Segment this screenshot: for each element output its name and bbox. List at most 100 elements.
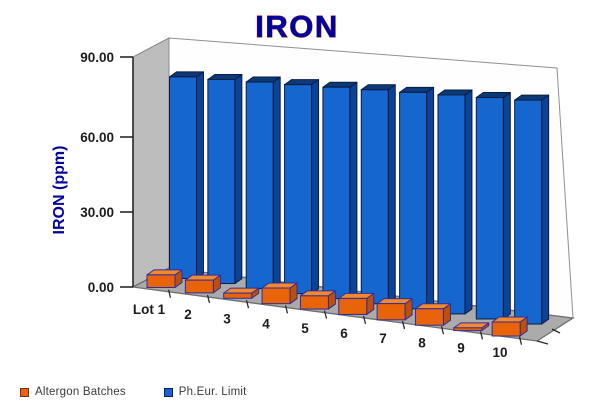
legend-swatch-orange-icon [20, 387, 29, 397]
bar-ph-eur-limit-lot-9-front-face [475, 97, 504, 320]
bar-ph-eur-limit-lot-4 [284, 79, 320, 295]
x-tick [167, 289, 172, 298]
bar-altergon-batches-lot-9-front-face [453, 327, 483, 332]
bar-altergon-batches-lot-10 [491, 316, 528, 337]
bar-altergon-batches-lot-10-front-face [491, 321, 521, 337]
x-axis-label-3: 3 [223, 312, 231, 327]
bar-ph-eur-limit-lot-10-top-face [514, 94, 550, 101]
bar-altergon-batches-lot-7-front-face [376, 303, 406, 321]
legend-item-ph-eur-limit: Ph.Eur. Limit [163, 386, 247, 398]
bar-ph-eur-limit-lot-5-front-face [322, 86, 351, 300]
x-axis-ticks [167, 289, 561, 345]
bar-ph-eur-limit-lot-4-side-face [311, 79, 320, 295]
bar-ph-eur-limit-lot-8-front-face [437, 94, 466, 315]
bar-ph-eur-limit-lot-3-top-face [245, 76, 281, 83]
x-tick [479, 331, 484, 340]
bar-ph-eur-limit-lot-7-top-face [399, 86, 435, 93]
bar-altergon-batches-lot-8-top-face [414, 303, 451, 310]
bar-ph-eur-limit-lot-2-front-face [207, 78, 236, 285]
bar-ph-eur-limit-lot-8-side-face [464, 89, 473, 315]
bar-altergon-batches-lot-10-top-face [491, 316, 528, 323]
x-tick [284, 305, 289, 314]
legend-label: Ph.Eur. Limit [178, 386, 247, 398]
bar-ph-eur-limit-lot-1 [169, 71, 204, 280]
y-axis-label: 30.00 [80, 205, 114, 220]
bar-ph-eur-limit-lot-10 [514, 94, 550, 325]
bar-ph-eur-limit-lot-3-front-face [245, 81, 274, 290]
x-axis-label-7: 7 [379, 331, 387, 346]
bar-altergon-batches-lot-6 [338, 292, 375, 315]
bar-altergon-batches-lot-1-top-face [146, 269, 183, 276]
legend-item-altergon-batches: Altergon Batches [20, 386, 126, 398]
bar-ph-eur-limit-lot-7-side-face [426, 86, 435, 310]
x-tick [206, 294, 211, 304]
bar-ph-eur-limit-lot-6-front-face [360, 89, 389, 305]
bar-altergon-batches-lot-5-front-face [299, 295, 329, 310]
bar-ph-eur-limit-lot-2-top-face [207, 73, 243, 80]
x-axis-label-4: 4 [262, 316, 270, 331]
bar-altergon-batches-lot-1 [146, 269, 183, 288]
bar-ph-eur-limit-lot-7-front-face [399, 91, 428, 310]
bar-ph-eur-limit-lot-1-side-face [196, 71, 204, 279]
x-tick [440, 326, 445, 335]
x-axis-label-5: 5 [301, 321, 309, 336]
bar-ph-eur-limit-lot-4-top-face [284, 79, 320, 86]
bar-altergon-batches-lot-4 [261, 282, 298, 305]
bar-altergon-batches-lot-6-front-face [338, 297, 368, 315]
bar-ph-eur-limit-lot-9-side-face [502, 92, 511, 320]
y-axis-label: 60.00 [80, 130, 114, 145]
bar-altergon-batches-lot-2-front-face [184, 279, 214, 294]
bar-altergon-batches-lot-2 [184, 274, 221, 294]
bar-ph-eur-limit-lot-8-top-face [437, 89, 473, 96]
bar-altergon-batches-lot-7-top-face [376, 298, 413, 305]
x-axis-labels: Lot 1 2 3 4 5 6 7 8 9 10 [133, 302, 508, 360]
x-axis-label-8: 8 [418, 336, 426, 351]
bar-altergon-batches-lot-8 [414, 303, 451, 326]
x-tick [323, 310, 328, 319]
bar-altergon-batches-lot-5 [299, 290, 336, 310]
y-axis-title: IRON (ppm) [51, 146, 68, 235]
x-axis-label-6: 6 [340, 326, 348, 341]
bar-altergon-batches-lot-9-top-face [453, 322, 490, 329]
bar-ph-eur-limit-lot-10-front-face [514, 99, 543, 325]
legend-label: Altergon Batches [35, 386, 126, 398]
legend-swatch-blue-icon [163, 387, 173, 397]
bar-ph-eur-limit-lot-3 [245, 76, 281, 290]
bar-ph-eur-limit-lot-1-top-face [169, 71, 204, 78]
y-axis-ticks [120, 56, 133, 288]
x-tick [362, 315, 367, 324]
bar-altergon-batches-lot-3-front-face [223, 292, 253, 299]
bar-ph-eur-limit-lot-2 [207, 73, 243, 285]
bar-ph-eur-limit-lot-3-side-face [272, 76, 281, 290]
x-axis-label-9: 9 [457, 340, 465, 355]
x-tick [401, 320, 406, 330]
bar-ph-eur-limit-lot-6-top-face [360, 84, 396, 91]
bar-altergon-batches-lot-7 [376, 298, 413, 321]
y-axis-label: 0.00 [88, 280, 114, 295]
x-tick [245, 300, 250, 309]
bar-ph-eur-limit-lot-8 [437, 89, 473, 315]
bar-altergon-batches-lot-3-top-face [223, 287, 260, 294]
bar-ph-eur-limit-lot-5 [322, 81, 358, 300]
bar-altergon-batches-lot-4-front-face [261, 287, 291, 305]
bar-altergon-batches-lot-2-top-face [184, 274, 221, 281]
legend: Altergon Batches Ph.Eur. Limit [20, 386, 247, 398]
x-tick [518, 336, 523, 345]
x-tick-corner [536, 340, 549, 345]
bar-altergon-batches-lot-9 [453, 322, 490, 332]
bar-altergon-batches-lot-1-front-face [146, 274, 176, 288]
bar-ph-eur-limit-lot-2-side-face [234, 73, 243, 285]
bar-ph-eur-limit-lot-6 [360, 84, 396, 305]
bar-ph-eur-limit-lot-5-top-face [322, 81, 358, 88]
bar-altergon-batches-lot-6-top-face [338, 292, 375, 299]
bar-ph-eur-limit-lot-10-side-face [541, 94, 550, 325]
bar-ph-eur-limit-lot-9-top-face [475, 92, 511, 99]
x-tick-right-edge [551, 328, 561, 334]
bar-altergon-batches-lot-5-top-face [299, 290, 336, 297]
bars-group [146, 71, 550, 337]
left-wall [132, 37, 170, 288]
bar-ph-eur-limit-lot-6-side-face [387, 84, 396, 305]
x-axis-label-2: 2 [184, 307, 192, 322]
